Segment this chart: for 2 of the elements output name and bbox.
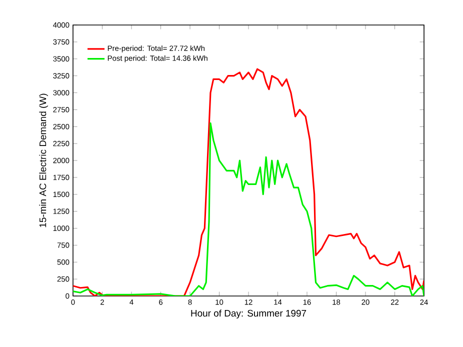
y-axis-title: 15-min AC Electric Demand (W) — [39, 94, 48, 228]
x-axis-title: Hour of Day: Summer 1997 — [191, 310, 306, 318]
